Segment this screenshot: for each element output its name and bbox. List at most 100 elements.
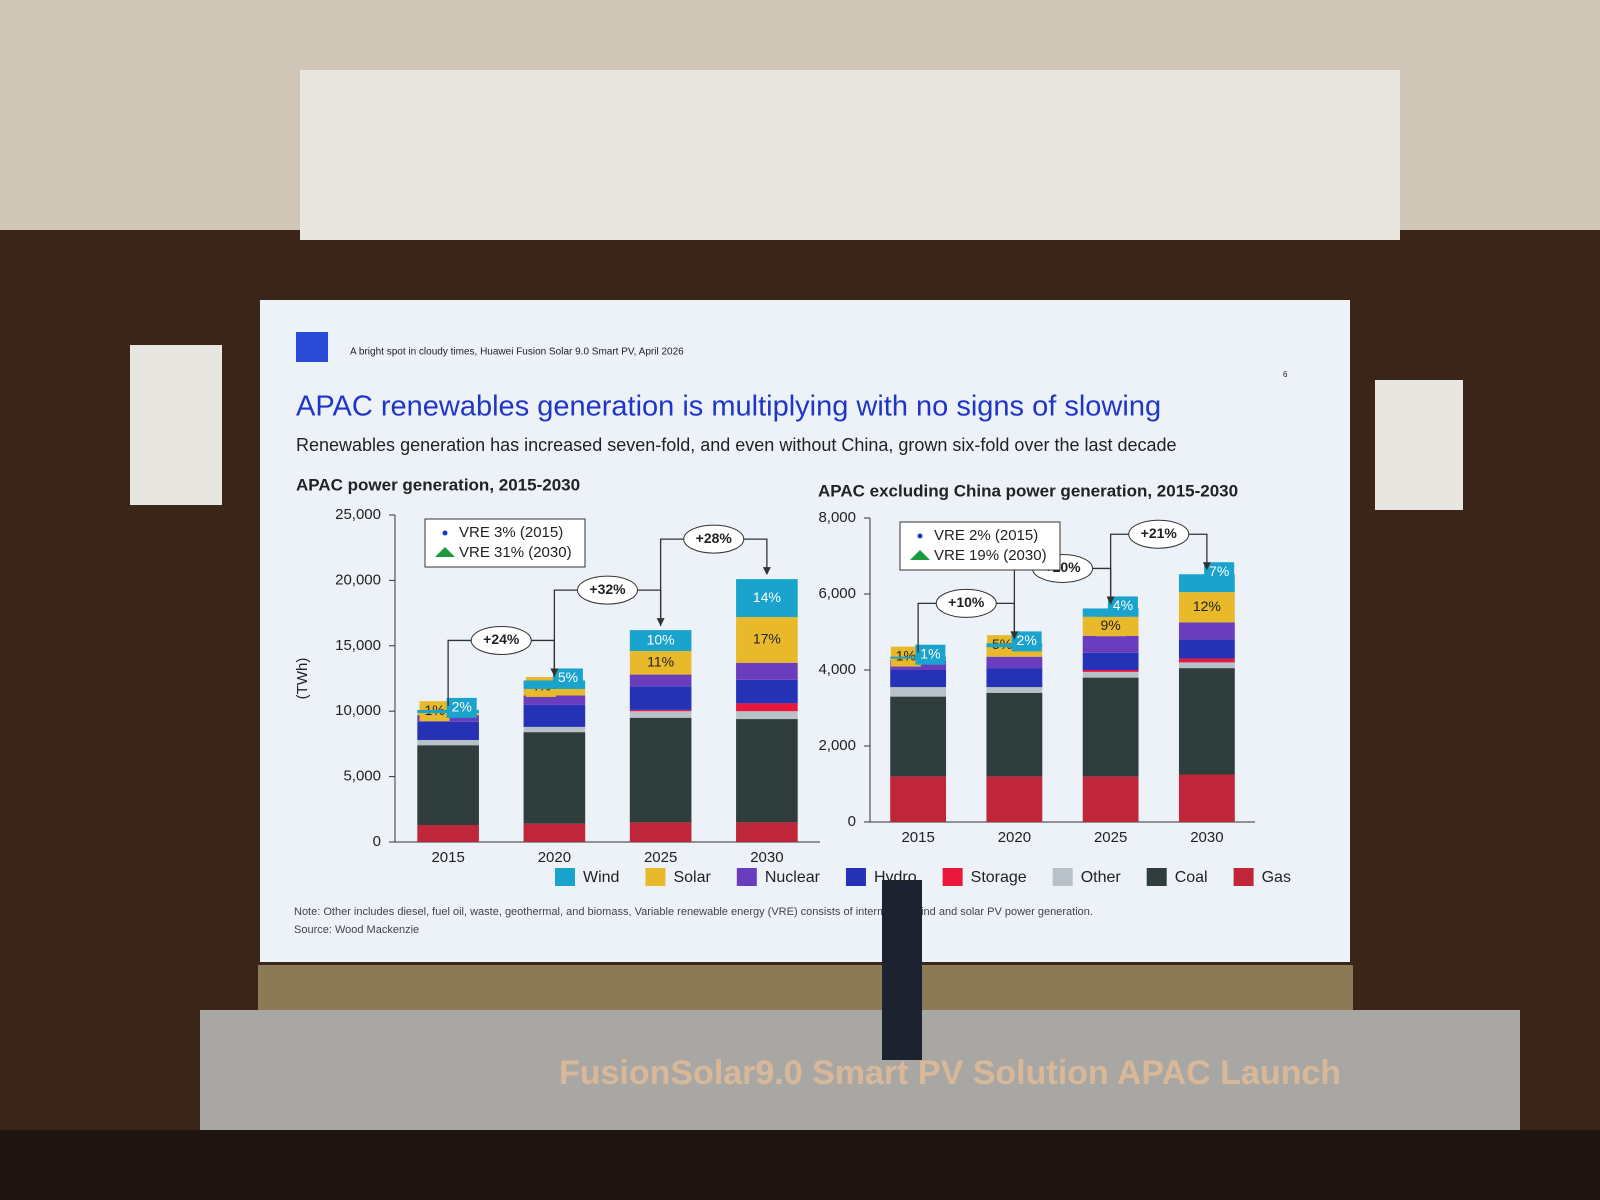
- y-axis-label: (TWh): [294, 658, 311, 700]
- y-tick-label: 10,000: [335, 702, 381, 719]
- bar-segment: [736, 711, 798, 720]
- share-label-box: [751, 588, 782, 609]
- bar-segment: [629, 686, 692, 710]
- slide-header: A bright spot in cloudy times, Huawei Fu…: [350, 347, 684, 358]
- y-tick-label: 6,000: [818, 585, 856, 602]
- y-tick-label: 4,000: [818, 661, 856, 678]
- y-tick-label: 15,000: [335, 637, 381, 654]
- growth-label: +32%: [589, 581, 626, 597]
- speaker-left: [130, 345, 222, 505]
- callout-box: [899, 521, 1061, 571]
- y-tick-label: 5,000: [343, 768, 381, 785]
- callout-line: VRE 31% (2030): [459, 544, 572, 561]
- logo: [296, 332, 328, 362]
- y-tick-label: 25,000: [335, 506, 381, 523]
- bar-segment: [736, 679, 798, 704]
- growth-bubble: [470, 625, 532, 655]
- share-label: 2%: [452, 699, 472, 715]
- audience: [0, 1130, 1600, 1200]
- bar-segment: [1082, 635, 1139, 653]
- growth-label: +28%: [696, 530, 733, 546]
- x-tick-label: 2030: [1190, 829, 1223, 846]
- y-tick-label: 20,000: [335, 571, 381, 588]
- legend-label: Wind: [583, 869, 619, 886]
- bar-segment: [890, 687, 947, 697]
- share-label: 1%: [896, 647, 916, 663]
- arrow-head: [1202, 562, 1211, 571]
- bar-segment: [1178, 662, 1235, 669]
- share-label: 10%: [647, 631, 675, 647]
- y-tick-label: 8,000: [818, 509, 856, 526]
- bar-segment: [890, 670, 947, 688]
- callout-line: VRE 2% (2015): [934, 527, 1038, 544]
- bar-segment: [736, 703, 798, 712]
- bar-segment: [1082, 652, 1139, 670]
- growth-label: +24%: [483, 631, 520, 647]
- legend-swatch: [1233, 868, 1254, 886]
- bar-segment: [523, 695, 586, 705]
- share-label: 2%: [1017, 632, 1037, 648]
- bar-segment: [1082, 776, 1139, 822]
- share-label-box: [915, 644, 946, 665]
- x-tick-label: 2015: [901, 829, 934, 846]
- bar-segment: [523, 726, 586, 733]
- y-tick-label: 0: [848, 813, 856, 830]
- growth-bubble: [683, 524, 745, 554]
- share-label: 9%: [1101, 617, 1121, 633]
- arrow-head: [762, 567, 771, 576]
- legend-swatch: [845, 868, 866, 886]
- bar-segment: [1082, 677, 1139, 777]
- slide-title: APAC renewables generation is multiplyin…: [296, 391, 1161, 423]
- bar-segment: [1178, 774, 1235, 822]
- bar-segment: [629, 709, 692, 712]
- growth-label: +21%: [1141, 525, 1178, 541]
- share-label-box: [1107, 596, 1138, 617]
- bar-segment: [523, 704, 586, 727]
- bar-segment: [1178, 668, 1235, 775]
- bar-segment: [523, 823, 586, 842]
- speaker-right: [1375, 380, 1463, 510]
- presenter: [882, 880, 922, 1060]
- legend-swatch: [1146, 868, 1167, 886]
- bar-segment: [1178, 639, 1235, 659]
- growth-label: +10%: [948, 594, 985, 610]
- share-label-box: [645, 652, 676, 673]
- callout-line: VRE 3% (2015): [459, 524, 563, 541]
- share-label: 1%: [424, 702, 444, 718]
- bar-segment: [523, 732, 586, 824]
- bar-segment: [1082, 670, 1139, 672]
- bar-segment: [417, 721, 479, 740]
- legend-label: Gas: [1262, 869, 1291, 886]
- bar-segment: [736, 822, 798, 842]
- share-label-box: [552, 668, 583, 689]
- growth-bubble: [1128, 519, 1190, 549]
- bar-segment: [890, 776, 947, 822]
- note: Note: Other includes diesel, fuel oil, w…: [294, 906, 1093, 918]
- bar-segment: [986, 692, 1043, 777]
- legend-label: Solar: [673, 869, 711, 886]
- share-label-box: [1095, 616, 1126, 637]
- growth-bubble: [577, 575, 638, 605]
- x-tick-label: 2020: [998, 829, 1031, 846]
- x-tick-label: 2030: [750, 849, 783, 866]
- share-label: 7%: [1209, 563, 1229, 579]
- callout-up-arrow: [910, 550, 930, 560]
- bar-segment: [1082, 671, 1139, 678]
- legend-swatch: [942, 868, 963, 886]
- share-label-box: [446, 697, 477, 718]
- legend-label: Other: [1081, 869, 1122, 886]
- bar-segment: [629, 711, 692, 718]
- share-label: 17%: [753, 631, 781, 647]
- share-label-box: [1191, 597, 1222, 618]
- source: Source: Wood Mackenzie: [294, 924, 419, 936]
- share-label: 5%: [558, 669, 578, 685]
- chart-title: APAC power generation, 2015-2030: [296, 475, 580, 494]
- bar-segment: [986, 776, 1043, 822]
- callout-box: [424, 518, 586, 568]
- bar-segment: [986, 656, 1043, 669]
- bar-segment: [986, 668, 1043, 688]
- slide-subtitle: Renewables generation has increased seve…: [296, 435, 1177, 455]
- share-label: 1%: [920, 645, 940, 661]
- bar-segment: [736, 662, 798, 680]
